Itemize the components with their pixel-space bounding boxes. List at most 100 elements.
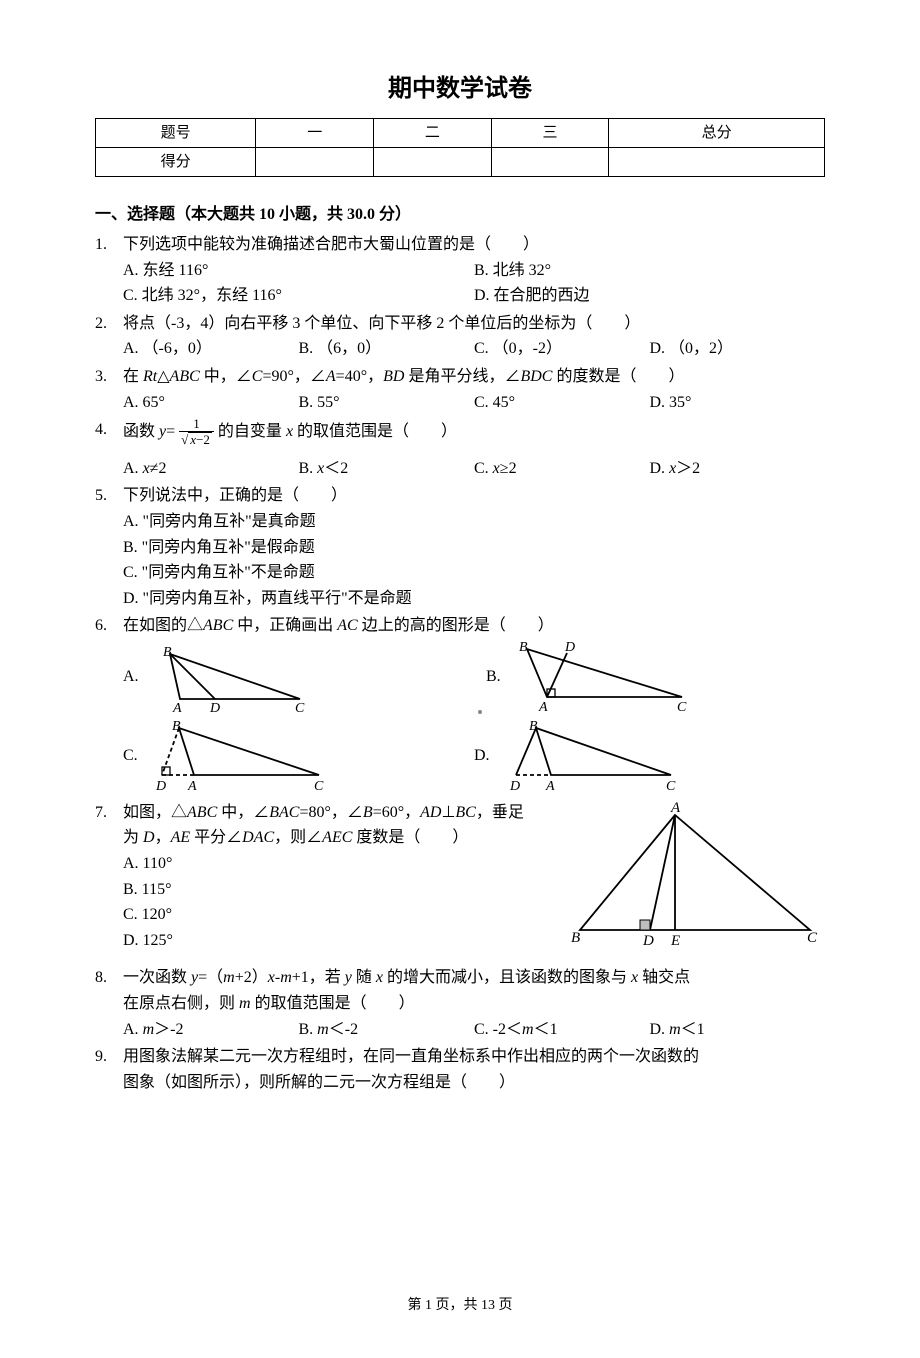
svg-text:C: C — [677, 700, 687, 714]
q-stem-line2: 在原点右侧，则 m 的取值范围是（ ） — [123, 991, 825, 1017]
q-number: 9. — [95, 1044, 123, 1095]
option-B: B. x＜2 — [299, 456, 475, 482]
option-D: D. m＜1 — [650, 1017, 826, 1043]
svg-text:B: B — [172, 720, 181, 734]
cell: 得分 — [96, 148, 256, 177]
page-footer: 第 1 页，共 13 页 — [95, 1295, 825, 1317]
svg-text:A: A — [187, 779, 197, 792]
option-C: C. （0，-2） — [474, 336, 650, 362]
svg-text:A: A — [545, 779, 555, 792]
q-stem: 下列说法中，正确的是（ ） — [123, 483, 825, 509]
option-A: A. B A D C — [123, 639, 474, 714]
option-A: A. m＞-2 — [123, 1017, 299, 1043]
q-number: 2. — [95, 311, 123, 362]
cell — [609, 148, 825, 177]
option-D: D. x＞2 — [650, 456, 826, 482]
q-number: 4. — [95, 417, 123, 481]
cell: 三 — [491, 119, 609, 148]
q-stem-line1: 一次函数 y=（m+2）x-m+1，若 y 随 x 的增大而减小，且该函数的图象… — [123, 965, 825, 991]
cell: 总分 — [609, 119, 825, 148]
q-stem-line1: 如图，△ABC 中，∠BAC=80°，∠B=60°，AD⊥BC，垂足 — [123, 800, 565, 826]
q-stem-line2: 为 D，AE 平分∠DAC，则∠AEC 度数是（ ） — [123, 825, 565, 851]
question-8: 8. 一次函数 y=（m+2）x-m+1，若 y 随 x 的增大而减小，且该函数… — [95, 965, 825, 1042]
q-stem: 下列选项中能较为准确描述合肥市大蜀山位置的是（ ） — [123, 232, 825, 258]
question-2: 2. 将点（-3，4）向右平移 3 个单位、向下平移 2 个单位后的坐标为（ ）… — [95, 311, 825, 362]
triangle-diagram-d: B D A C — [496, 720, 686, 792]
triangle-diagram-c: B D A C — [144, 720, 334, 792]
svg-text:C: C — [807, 930, 818, 946]
triangle-diagram-a: B A D C — [145, 644, 315, 714]
option-D: D. 在合肥的西边 — [474, 283, 825, 309]
dot-icon — [478, 710, 482, 714]
option-B: B. B D A C — [474, 639, 825, 714]
question-1: 1. 下列选项中能较为准确描述合肥市大蜀山位置的是（ ） A. 东经 116° … — [95, 232, 825, 309]
svg-text:A: A — [670, 800, 681, 816]
table-row: 题号 一 二 三 总分 — [96, 119, 825, 148]
option-B: B. 55° — [299, 390, 475, 416]
question-9: 9. 用图象法解某二元一次方程组时，在同一直角坐标系中作出相应的两个一次函数的 … — [95, 1044, 825, 1095]
option-D: D. （0，2） — [650, 336, 826, 362]
question-3: 3. 在 Rt△ABC 中，∠C=90°，∠A=40°，BD 是角平分线，∠BD… — [95, 364, 825, 415]
option-D: D. "同旁内角互补，两直线平行"不是命题 — [123, 586, 825, 612]
svg-text:B: B — [519, 640, 528, 655]
svg-text:D: D — [155, 779, 166, 792]
svg-text:B: B — [571, 930, 580, 946]
svg-text:D: D — [209, 701, 220, 714]
q-number: 6. — [95, 613, 123, 798]
question-6: 6. 在如图的△ABC 中，正确画出 AC 边上的高的图形是（ ） A. B A… — [95, 613, 825, 798]
option-A: A. x≠2 — [123, 456, 299, 482]
cell: 题号 — [96, 119, 256, 148]
option-A: A. （-6，0） — [123, 336, 299, 362]
svg-text:E: E — [670, 933, 680, 949]
option-D: D. B D A C — [474, 720, 825, 792]
option-C: C. 北纬 32°，东经 116° — [123, 283, 474, 309]
q-number: 5. — [95, 483, 123, 611]
cell — [256, 148, 374, 177]
option-B: B. 北纬 32° — [474, 258, 825, 284]
svg-text:A: A — [172, 701, 182, 714]
svg-text:D: D — [509, 779, 520, 792]
option-C: C. -2＜m＜1 — [474, 1017, 650, 1043]
option-B: B. m＜-2 — [299, 1017, 475, 1043]
svg-text:A: A — [538, 700, 548, 714]
svg-text:B: B — [163, 645, 172, 660]
q-stem: 将点（-3，4）向右平移 3 个单位、向下平移 2 个单位后的坐标为（ ） — [123, 311, 825, 337]
table-row: 得分 — [96, 148, 825, 177]
page-title: 期中数学试卷 — [95, 70, 825, 108]
score-table: 题号 一 二 三 总分 得分 — [95, 118, 825, 177]
cell: 一 — [256, 119, 374, 148]
svg-text:C: C — [314, 779, 324, 792]
q-stem-line2: 图象（如图所示），则所解的二元一次方程组是（ ） — [123, 1070, 825, 1096]
option-D: D. 35° — [650, 390, 826, 416]
q-stem: 函数 y= 1 x−2 的自变量 x 的取值范围是（ ） — [123, 417, 825, 448]
q-number: 7. — [95, 800, 123, 954]
svg-text:C: C — [666, 779, 676, 792]
question-4: 4. 函数 y= 1 x−2 的自变量 x 的取值范围是（ ） A. x≠2 B… — [95, 417, 825, 481]
option-A: A. 110° — [123, 851, 565, 877]
question-5: 5. 下列说法中，正确的是（ ） A. "同旁内角互补"是真命题 B. "同旁内… — [95, 483, 825, 611]
option-A: A. "同旁内角互补"是真命题 — [123, 509, 825, 535]
option-D: D. 125° — [123, 928, 565, 954]
q-stem: 在 Rt△ABC 中，∠C=90°，∠A=40°，BD 是角平分线，∠BDC 的… — [123, 364, 825, 390]
option-B: B. （6，0） — [299, 336, 475, 362]
q-stem-line1: 用图象法解某二元一次方程组时，在同一直角坐标系中作出相应的两个一次函数的 — [123, 1044, 825, 1070]
question-7: 7. 如图，△ABC 中，∠BAC=80°，∠B=60°，AD⊥BC，垂足 为 … — [95, 800, 825, 954]
q-stem: 在如图的△ABC 中，正确画出 AC 边上的高的图形是（ ） — [123, 613, 825, 639]
option-C: C. x≥2 — [474, 456, 650, 482]
cell: 二 — [374, 119, 492, 148]
cell — [374, 148, 492, 177]
option-B: B. "同旁内角互补"是假命题 — [123, 535, 825, 561]
option-B: B. 115° — [123, 877, 565, 903]
svg-text:D: D — [564, 640, 575, 655]
q-number: 3. — [95, 364, 123, 415]
svg-text:C: C — [295, 701, 305, 714]
option-A: A. 东经 116° — [123, 258, 474, 284]
triangle-diagram-q7: A B D E C — [565, 800, 825, 950]
cell — [491, 148, 609, 177]
option-C: C. "同旁内角互补"不是命题 — [123, 560, 825, 586]
option-C: C. 120° — [123, 902, 565, 928]
svg-text:D: D — [642, 933, 654, 949]
option-C: C. B D A C — [123, 720, 474, 792]
option-A: A. 65° — [123, 390, 299, 416]
svg-text:B: B — [529, 720, 538, 734]
